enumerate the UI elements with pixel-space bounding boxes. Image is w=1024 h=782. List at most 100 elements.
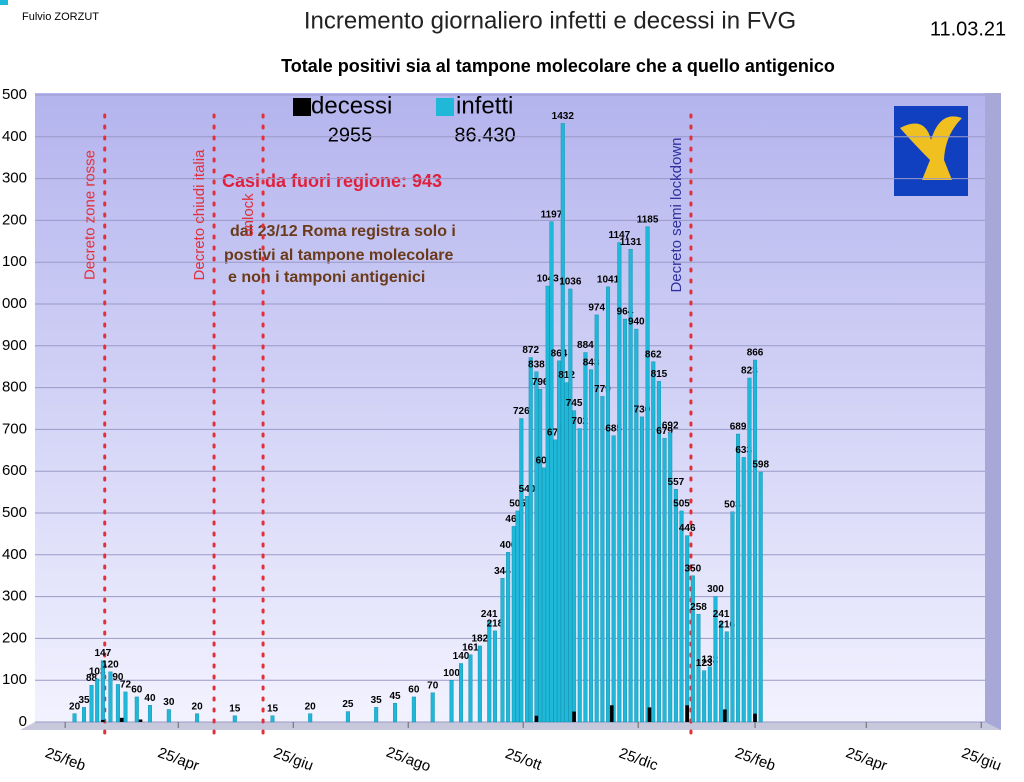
data-label: 974 <box>588 303 605 314</box>
bar <box>606 286 611 723</box>
subtitle: Totale positivi sia al tampone molecolar… <box>281 56 835 76</box>
author: Fulvio ZORZUT <box>22 11 99 23</box>
data-label: 20 <box>192 701 204 712</box>
annotation-label: Decreto semi lockdown <box>668 137 685 292</box>
y-tick-label: 100 <box>2 253 27 270</box>
data-label: 100 <box>443 668 460 679</box>
bar <box>662 437 667 723</box>
data-label: 598 <box>752 460 769 471</box>
bar <box>119 717 124 722</box>
data-label: 40 <box>144 693 156 704</box>
data-label: 633 <box>735 445 752 456</box>
bar <box>492 630 497 723</box>
data-label: 675 <box>547 427 564 438</box>
data-label: 1036 <box>559 277 582 288</box>
bar <box>534 371 539 723</box>
bar <box>308 713 313 723</box>
legend-label: infetti <box>456 92 513 119</box>
data-label: 103 <box>89 667 106 678</box>
note-line: postivi al tampone molecolare <box>224 247 454 264</box>
data-label: 679 <box>656 426 673 437</box>
bar <box>89 685 94 723</box>
data-label: 15 <box>229 703 241 714</box>
data-label: 344 <box>494 566 511 577</box>
bar <box>541 467 546 723</box>
bar <box>589 369 594 723</box>
bar <box>430 692 435 723</box>
bar <box>719 621 724 723</box>
bar <box>477 645 482 723</box>
data-label: 1147 <box>608 230 630 241</box>
bar <box>702 670 707 723</box>
y-tick-label: 500 <box>2 86 27 103</box>
x-tick-label: 25/giu <box>271 745 315 775</box>
bar <box>679 510 684 723</box>
bar <box>528 357 533 723</box>
bar <box>651 361 656 723</box>
bar <box>147 705 152 723</box>
bar <box>345 711 350 723</box>
data-label: 90 <box>112 672 124 683</box>
legend-label: decessi <box>311 92 392 119</box>
bar <box>628 249 633 723</box>
data-label: 446 <box>679 523 696 534</box>
y-tick-label: 0 <box>19 713 27 730</box>
data-label: 25 <box>342 699 354 710</box>
data-label: 120 <box>102 659 119 670</box>
annotation-label: Decreto chiudi italia <box>191 149 208 281</box>
data-label: 161 <box>462 642 479 653</box>
bar <box>524 496 529 723</box>
y-tick-label: 900 <box>2 337 27 354</box>
bar <box>639 416 644 723</box>
y-tick-label: 000 <box>2 295 27 312</box>
data-label: 20 <box>305 701 317 712</box>
bar <box>564 382 569 723</box>
data-label: 964 <box>617 307 634 318</box>
x-tick-label: 25/ago <box>384 744 433 776</box>
data-label: 1197 <box>541 209 563 220</box>
bar <box>753 359 758 723</box>
bar <box>374 707 379 723</box>
data-label: 140 <box>453 651 470 662</box>
bar <box>506 552 511 723</box>
date: 11.03.21 <box>930 18 1006 40</box>
data-label: 823 <box>741 366 758 377</box>
bar <box>736 433 741 723</box>
bar <box>393 702 398 723</box>
plot-floor <box>20 722 1001 730</box>
data-label: 123 <box>696 658 713 669</box>
bar <box>572 410 577 723</box>
bar <box>747 377 752 723</box>
data-label: 726 <box>513 406 530 417</box>
bar <box>95 678 100 723</box>
data-label: 796 <box>532 377 549 388</box>
data-label: 241 <box>481 609 498 620</box>
bar <box>557 360 562 723</box>
x-tick-label: 25/giu <box>959 745 1003 775</box>
bar <box>108 671 113 723</box>
note-red: Casi da fuori regione: 943 <box>222 171 442 191</box>
bar <box>138 719 143 722</box>
bar <box>123 691 128 723</box>
bar <box>673 488 678 723</box>
bar <box>572 711 576 722</box>
bar <box>609 705 614 722</box>
data-label: 702 <box>571 416 588 427</box>
bar <box>696 613 701 723</box>
y-tick-label: 500 <box>2 504 27 521</box>
data-label: 35 <box>78 695 90 706</box>
data-label: 812 <box>558 370 575 381</box>
data-label: 218 <box>487 619 504 630</box>
bar <box>634 328 639 723</box>
data-label: 608 <box>536 455 553 466</box>
note-line: dal 23/12 Roma registra solo i <box>230 223 456 240</box>
bar <box>511 526 516 723</box>
data-label: 884 <box>577 340 594 351</box>
data-label: 1131 <box>620 237 642 248</box>
data-label: 132 <box>701 654 718 665</box>
bar <box>449 680 454 723</box>
data-label: 70 <box>427 680 439 691</box>
annotation-label: Decreto zone rosse <box>82 150 99 280</box>
x-tick-label: 25/feb <box>733 744 778 774</box>
corner-mark <box>0 0 8 5</box>
